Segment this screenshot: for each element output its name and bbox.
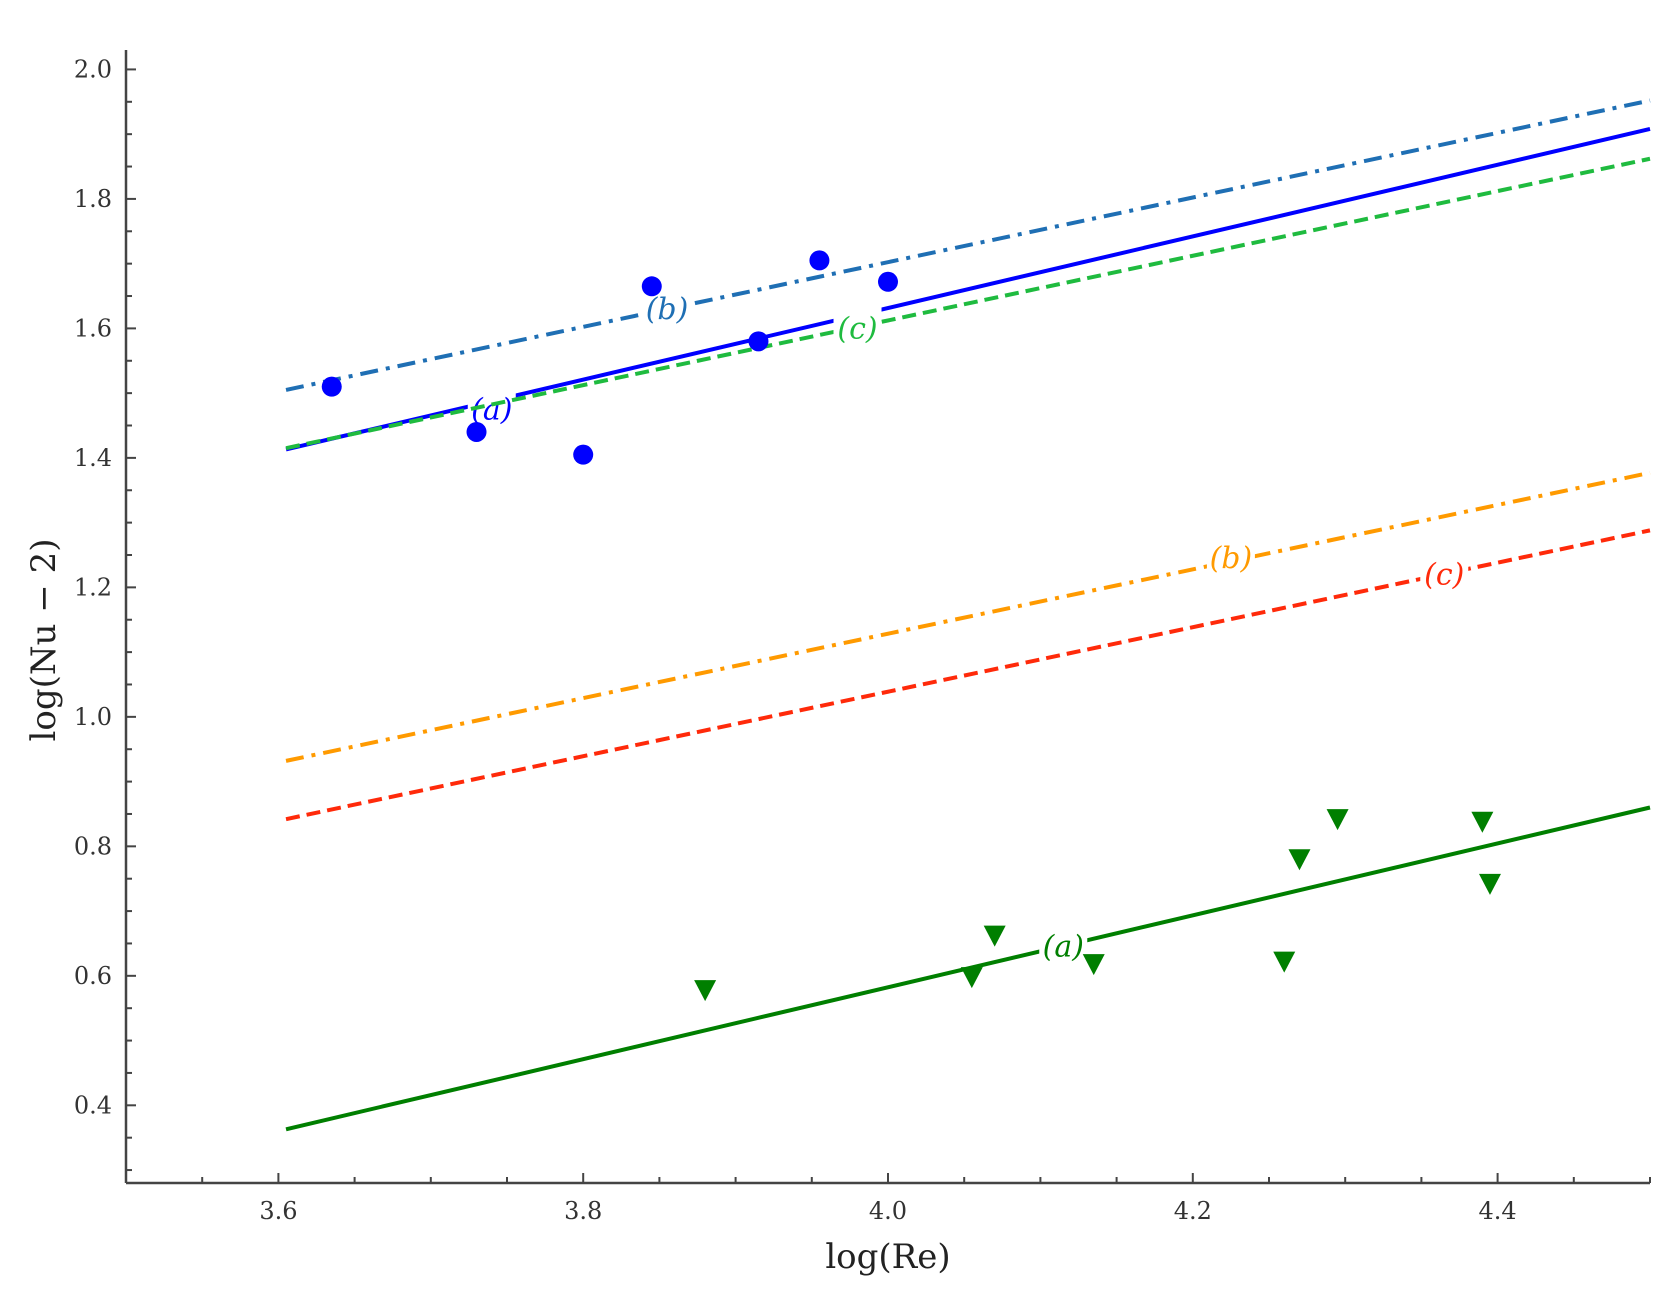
fit-line xyxy=(285,98,1651,392)
y-tick-label: 1.6 xyxy=(74,314,112,342)
data-point-triangle xyxy=(1326,809,1349,831)
curve-label: (c) xyxy=(1424,557,1464,592)
x-axis-label: log(Re) xyxy=(825,1237,950,1277)
y-tick-label: 1.4 xyxy=(74,444,112,472)
data-point-triangle xyxy=(694,980,717,1002)
data-point-triangle xyxy=(1471,811,1494,833)
plot-area: (a) (b) (c) (a) (b) (c) xyxy=(285,98,1651,1132)
data-point-triangle xyxy=(1082,954,1105,976)
y-tick-label: 0.8 xyxy=(74,832,112,860)
curve-label-background xyxy=(833,306,882,347)
curve-label-background xyxy=(1206,536,1255,577)
fit-line xyxy=(285,470,1651,763)
x-tick-label: 3.6 xyxy=(259,1197,297,1225)
data-point-triangle xyxy=(1478,873,1501,895)
x-tick-label: 3.8 xyxy=(564,1197,602,1225)
curve-label-background xyxy=(1039,924,1088,965)
data-point-circle xyxy=(466,421,487,442)
y-tick-label: 0.6 xyxy=(74,962,112,990)
y-tick-label: 0.4 xyxy=(74,1091,112,1119)
curve-label: (b) xyxy=(646,292,689,327)
fit-line xyxy=(285,156,1651,451)
curve-label: (a) xyxy=(471,392,512,427)
axes: 3.6 3.8 4.0 4.2 4.4 0.4 0.6 0.8 1.0 1.2 1.4 1.6 1.8 2… xyxy=(74,50,1651,1225)
y-tick-label: 1.0 xyxy=(74,703,112,731)
y-tick-label: 1.2 xyxy=(74,573,112,601)
y-tick-label: 2.0 xyxy=(74,55,112,83)
data-point-triangle xyxy=(1273,951,1296,973)
y-tick-label: 1.8 xyxy=(74,185,112,213)
data-point-circle xyxy=(573,444,594,465)
data-point-circle xyxy=(321,376,342,397)
x-tick-label: 4.4 xyxy=(1479,1197,1517,1225)
curve-label-background xyxy=(1420,552,1469,593)
curve-label: (b) xyxy=(1210,541,1253,576)
data-point-circle xyxy=(641,276,662,297)
curve-label: (a) xyxy=(1043,930,1084,965)
data-point-circle xyxy=(809,250,830,271)
data-point-triangle xyxy=(983,925,1006,947)
x-tick-label: 4.2 xyxy=(1174,1197,1212,1225)
x-tick-label: 4.0 xyxy=(869,1197,907,1225)
data-point-circle xyxy=(878,271,898,292)
data-point-triangle xyxy=(1288,849,1311,871)
data-point-triangle xyxy=(960,967,983,989)
y-axis-label: log(Nu − 2) xyxy=(24,538,64,741)
data-point-circle xyxy=(748,331,769,352)
curve-label: (c) xyxy=(837,311,877,346)
